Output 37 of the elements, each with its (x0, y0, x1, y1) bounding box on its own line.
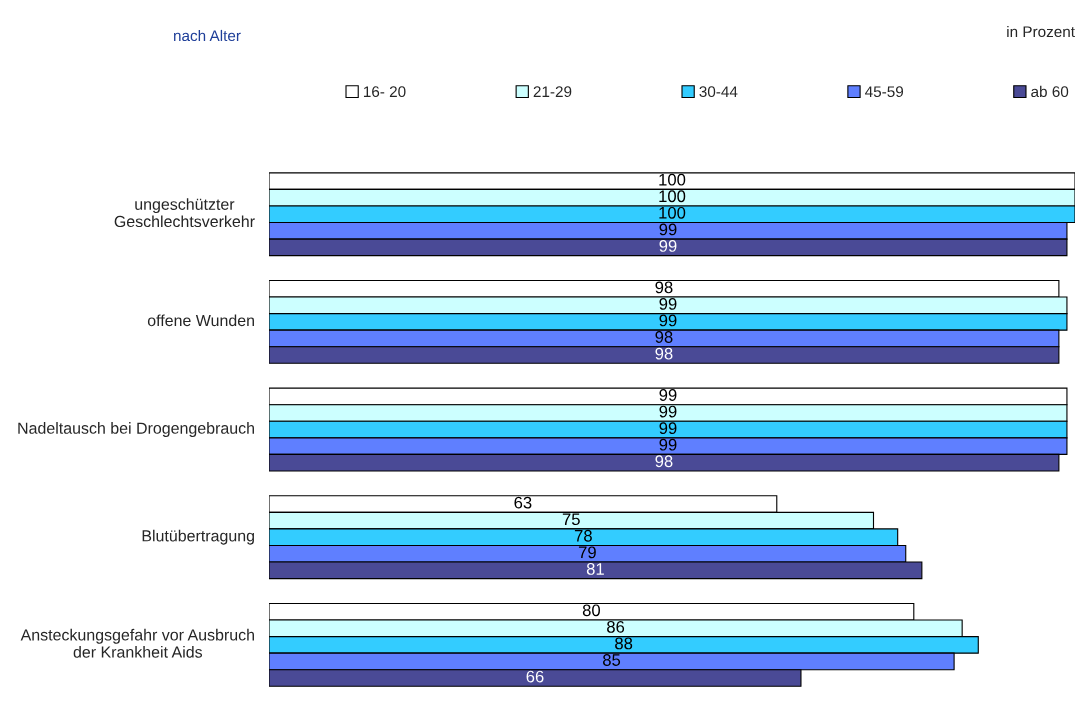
data-label: 85 (603, 654, 621, 666)
data-label: 99 (659, 422, 677, 435)
data-label: 100 (659, 206, 686, 219)
data-label: 98 (655, 331, 673, 343)
data-label: 99 (659, 389, 677, 401)
data-label: 63 (514, 496, 532, 509)
data-label: 98 (655, 281, 673, 294)
data-label: 66 (526, 670, 544, 683)
data-label: 88 (615, 637, 633, 650)
data-label: 75 (562, 513, 580, 526)
data-label: 81 (586, 563, 604, 575)
data-label: 100 (659, 190, 686, 203)
y-tick-label: offene Wunden (147, 314, 254, 327)
legend-label: 45-59 (865, 86, 904, 98)
data-label: 99 (659, 223, 677, 236)
data-label: 99 (659, 298, 677, 310)
data-label: 86 (607, 620, 625, 633)
y-tick-label: Ansteckungsgefahr vor Ausbruch der Krankheit Aids (20, 628, 254, 658)
y-tick-label: Blutübertragung (142, 529, 254, 545)
y-tick-label: Nadeltausch bei Drogengebrauch (18, 422, 254, 437)
data-label: 99 (659, 314, 677, 327)
data-label: 79 (578, 546, 596, 559)
data-label: 100 (659, 173, 686, 186)
data-label: 99 (659, 240, 677, 252)
chart-title: nach Alter (174, 29, 241, 42)
data-label: 98 (655, 347, 673, 360)
data-label: 78 (574, 529, 592, 542)
legend-label: 21-29 (533, 86, 572, 98)
data-label: 99 (659, 438, 677, 451)
data-label: 80 (582, 604, 601, 617)
data-label: 99 (659, 405, 677, 418)
legend-label: 16- 20 (363, 86, 406, 98)
data-label: 98 (655, 455, 673, 468)
legend-label: 30-44 (699, 86, 738, 98)
legend-label: ab 60 (1031, 85, 1069, 98)
text: in Prozent (1007, 25, 1075, 38)
y-tick-label: ungeschützter Geschlechtsverkehr (114, 198, 255, 228)
